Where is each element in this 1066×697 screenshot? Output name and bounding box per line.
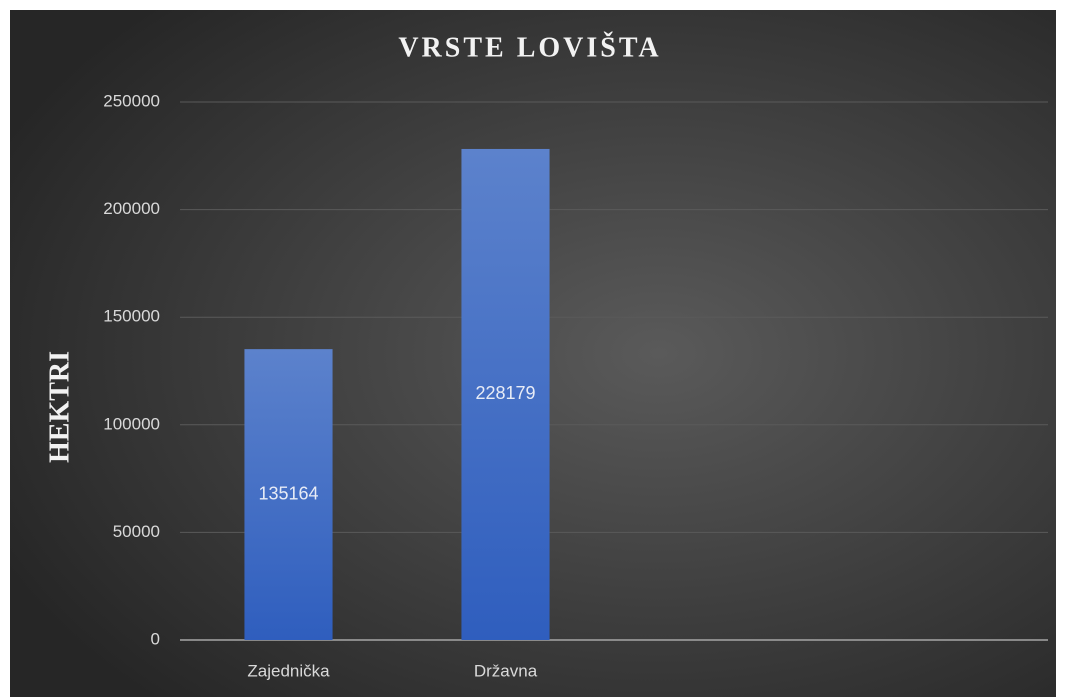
bar: [461, 148, 550, 640]
chart-title: VRSTE LOVIŠTA: [398, 32, 661, 63]
bar: [244, 349, 333, 640]
y-tick-label: 50000: [113, 522, 160, 541]
x-tick-label: Državna: [474, 661, 538, 680]
data-label: 135164: [258, 483, 318, 503]
x-tick-label: Zajednička: [247, 661, 330, 680]
y-tick-label: 200000: [103, 199, 160, 218]
data-label: 228179: [475, 383, 535, 403]
y-tick-label: 0: [151, 629, 160, 648]
y-tick-label: 150000: [103, 307, 160, 326]
y-tick-label: 100000: [103, 414, 160, 433]
y-tick-label: 250000: [103, 91, 160, 110]
y-axis-label: HEKTRI: [44, 351, 75, 463]
